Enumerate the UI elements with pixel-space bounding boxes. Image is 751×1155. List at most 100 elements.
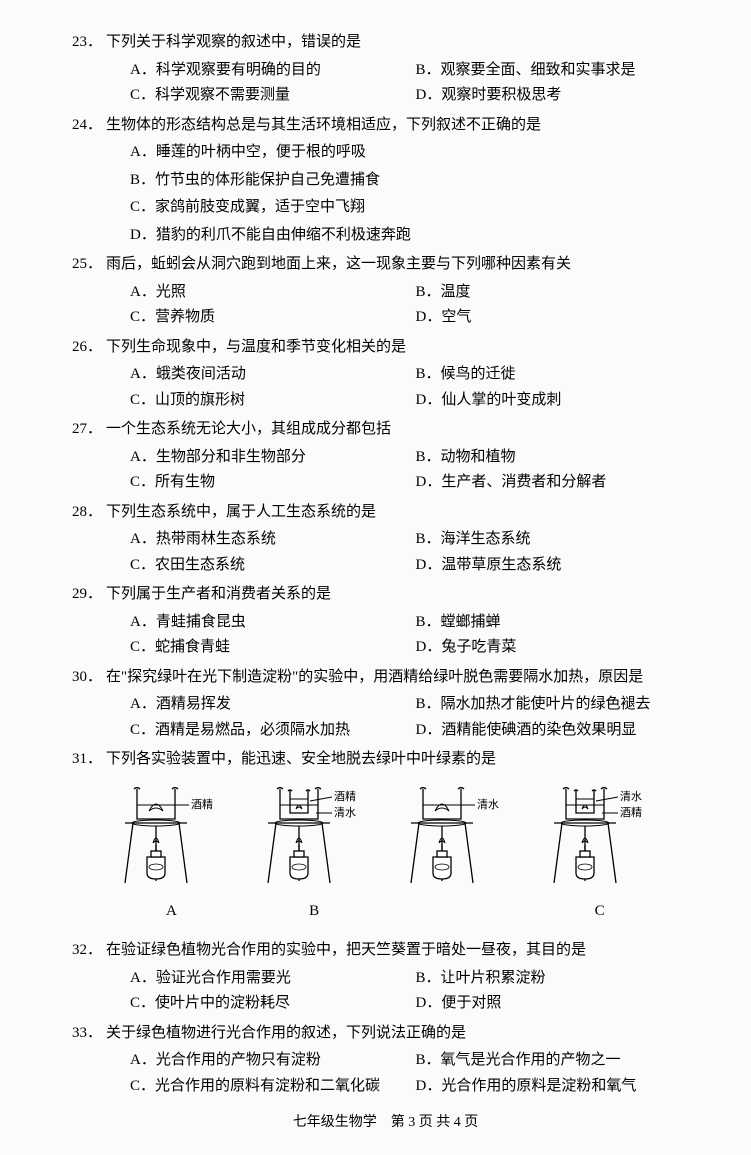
options: A．光合作用的产物只有淀粉 B．氧气是光合作用的产物之一 C．光合作用的原料有淀… bbox=[70, 1048, 701, 1099]
option-b: B．动物和植物 bbox=[416, 445, 702, 471]
question-text: 一个生态系统无论大小，其组成成分都包括 bbox=[106, 417, 701, 443]
option-c: C．使叶片中的淀粉耗尽 bbox=[130, 991, 416, 1017]
option-a: A．蛾类夜间活动 bbox=[130, 362, 416, 388]
question: 33．关于绿色植物进行光合作用的叙述，下列说法正确的是 A．光合作用的产物只有淀… bbox=[70, 1021, 701, 1100]
question-number: 30． bbox=[70, 665, 106, 691]
question-text: 在验证绿色植物光合作用的实验中，把天竺葵置于暗处一昼夜，其目的是 bbox=[106, 938, 701, 964]
options: A．睡莲的叶柄中空，便于根的呼吸B．竹节虫的体形能保护自己免遭捕食C．家鸽前肢变… bbox=[70, 140, 701, 248]
question: 31．下列各实验装置中，能迅速、安全地脱去绿叶中叶绿素的是 酒精 A bbox=[70, 747, 701, 934]
option-a: A．科学观察要有明确的目的 bbox=[130, 58, 416, 84]
option-a: A．青蛙捕食昆虫 bbox=[130, 610, 416, 636]
diagram-letter: B bbox=[254, 899, 374, 925]
diagram-row: 酒精 A 酒精 清水 B bbox=[70, 773, 701, 935]
question-number: 26． bbox=[70, 335, 106, 361]
option-b: B．海洋生态系统 bbox=[416, 527, 702, 553]
options: A．光照 B．温度 C．营养物质 D．空气 bbox=[70, 280, 701, 331]
option-c: C．营养物质 bbox=[130, 305, 416, 331]
apparatus-diagram: 酒精 A bbox=[111, 783, 231, 925]
option-b: B．观察要全面、细致和实事求是 bbox=[416, 58, 702, 84]
options: A．青蛙捕食昆虫 B．螳螂捕蝉 C．蛇捕食青蛙 D．兔子吃青菜 bbox=[70, 610, 701, 661]
question-number: 29． bbox=[70, 582, 106, 608]
option-a: A．光合作用的产物只有淀粉 bbox=[130, 1048, 416, 1074]
question-stem: 33．关于绿色植物进行光合作用的叙述，下列说法正确的是 bbox=[70, 1021, 701, 1047]
apparatus-diagram: 清水 bbox=[397, 783, 517, 925]
question-text: 雨后，蚯蚓会从洞穴跑到地面上来，这一现象主要与下列哪种因素有关 bbox=[106, 252, 701, 278]
question: 24．生物体的形态结构总是与其生活环境相适应，下列叙述不正确的是A．睡莲的叶柄中… bbox=[70, 113, 701, 249]
options: A．酒精易挥发 B．隔水加热才能使叶片的绿色褪去 C．酒精是易燃品，必须隔水加热… bbox=[70, 692, 701, 743]
apparatus-diagram: 清水 酒精 C bbox=[540, 783, 660, 925]
question-text: 关于绿色植物进行光合作用的叙述，下列说法正确的是 bbox=[106, 1021, 701, 1047]
diagram-letter: A bbox=[111, 899, 231, 925]
question-text: 下列各实验装置中，能迅速、安全地脱去绿叶中叶绿素的是 bbox=[106, 747, 701, 773]
question-number: 31． bbox=[70, 747, 106, 773]
option-b: B．温度 bbox=[416, 280, 702, 306]
option-d: D．光合作用的原料是淀粉和氧气 bbox=[416, 1074, 702, 1100]
question-stem: 32．在验证绿色植物光合作用的实验中，把天竺葵置于暗处一昼夜，其目的是 bbox=[70, 938, 701, 964]
question-stem: 23．下列关于科学观察的叙述中，错误的是 bbox=[70, 30, 701, 56]
option-c: C．所有生物 bbox=[130, 470, 416, 496]
option-c: C．光合作用的原料有淀粉和二氧化碳 bbox=[130, 1074, 416, 1100]
option-a: A．验证光合作用需要光 bbox=[130, 966, 416, 992]
question-text: 下列生命现象中，与温度和季节变化相关的是 bbox=[106, 335, 701, 361]
options: A．科学观察要有明确的目的 B．观察要全面、细致和实事求是 C．科学观察不需要测… bbox=[70, 58, 701, 109]
option-b: B．竹节虫的体形能保护自己免遭捕食 bbox=[130, 168, 701, 194]
option-c: C．科学观察不需要测量 bbox=[130, 83, 416, 109]
option-a: A．热带雨林生态系统 bbox=[130, 527, 416, 553]
option-c: C．酒精是易燃品，必须隔水加热 bbox=[130, 718, 416, 744]
option-b: B．让叶片积累淀粉 bbox=[416, 966, 702, 992]
option-d: D．仙人掌的叶变成刺 bbox=[416, 388, 702, 414]
question: 27．一个生态系统无论大小，其组成成分都包括 A．生物部分和非生物部分 B．动物… bbox=[70, 417, 701, 496]
question-stem: 28．下列生态系统中，属于人工生态系统的是 bbox=[70, 500, 701, 526]
question-stem: 26．下列生命现象中，与温度和季节变化相关的是 bbox=[70, 335, 701, 361]
question: 30．在"探究绿叶在光下制造淀粉"的实验中，用酒精给绿叶脱色需要隔水加热，原因是… bbox=[70, 665, 701, 744]
exam-page: 23．下列关于科学观察的叙述中，错误的是 A．科学观察要有明确的目的 B．观察要… bbox=[0, 0, 751, 1155]
svg-text:清水: 清水 bbox=[477, 798, 499, 811]
option-d: D．便于对照 bbox=[416, 991, 702, 1017]
options: A．热带雨林生态系统 B．海洋生态系统 C．农田生态系统 D．温带草原生态系统 bbox=[70, 527, 701, 578]
question-number: 27． bbox=[70, 417, 106, 443]
option-b: B．螳螂捕蝉 bbox=[416, 610, 702, 636]
option-a: A．生物部分和非生物部分 bbox=[130, 445, 416, 471]
option-b: B．隔水加热才能使叶片的绿色褪去 bbox=[416, 692, 702, 718]
question-text: 下列关于科学观察的叙述中，错误的是 bbox=[106, 30, 701, 56]
question-text: 下列生态系统中，属于人工生态系统的是 bbox=[106, 500, 701, 526]
question: 29．下列属于生产者和消费者关系的是 A．青蛙捕食昆虫 B．螳螂捕蝉 C．蛇捕食… bbox=[70, 582, 701, 661]
option-d: D．生产者、消费者和分解者 bbox=[416, 470, 702, 496]
option-b: B．氧气是光合作用的产物之一 bbox=[416, 1048, 702, 1074]
option-a: A．酒精易挥发 bbox=[130, 692, 416, 718]
option-c: C．蛇捕食青蛙 bbox=[130, 635, 416, 661]
option-d: D．观察时要积极思考 bbox=[416, 83, 702, 109]
question-stem: 27．一个生态系统无论大小，其组成成分都包括 bbox=[70, 417, 701, 443]
question-stem: 29．下列属于生产者和消费者关系的是 bbox=[70, 582, 701, 608]
option-c: C．农田生态系统 bbox=[130, 553, 416, 579]
question: 23．下列关于科学观察的叙述中，错误的是 A．科学观察要有明确的目的 B．观察要… bbox=[70, 30, 701, 109]
page-footer: 七年级生物学 第 3 页 共 4 页 bbox=[70, 1111, 701, 1135]
question: 32．在验证绿色植物光合作用的实验中，把天竺葵置于暗处一昼夜，其目的是 A．验证… bbox=[70, 938, 701, 1017]
question-number: 25． bbox=[70, 252, 106, 278]
question: 28．下列生态系统中，属于人工生态系统的是 A．热带雨林生态系统 B．海洋生态系… bbox=[70, 500, 701, 579]
question-number: 32． bbox=[70, 938, 106, 964]
option-c: C．家鸽前肢变成翼，适于空中飞翔 bbox=[130, 195, 701, 221]
svg-text:清水: 清水 bbox=[620, 790, 642, 803]
question-stem: 30．在"探究绿叶在光下制造淀粉"的实验中，用酒精给绿叶脱色需要隔水加热，原因是 bbox=[70, 665, 701, 691]
option-d: D．猎豹的利爪不能自由伸缩不利极速奔跑 bbox=[130, 223, 701, 249]
apparatus-diagram: 酒精 清水 B bbox=[254, 783, 374, 925]
option-a: A．睡莲的叶柄中空，便于根的呼吸 bbox=[130, 140, 701, 166]
option-d: D．兔子吃青菜 bbox=[416, 635, 702, 661]
question-number: 28． bbox=[70, 500, 106, 526]
options: A．蛾类夜间活动 B．候鸟的迁徙 C．山顶的旗形树 D．仙人掌的叶变成刺 bbox=[70, 362, 701, 413]
svg-text:酒精: 酒精 bbox=[620, 806, 642, 819]
question-stem: 24．生物体的形态结构总是与其生活环境相适应，下列叙述不正确的是 bbox=[70, 113, 701, 139]
svg-text:酒精: 酒精 bbox=[334, 790, 356, 803]
question-number: 23． bbox=[70, 30, 106, 56]
question-stem: 25．雨后，蚯蚓会从洞穴跑到地面上来，这一现象主要与下列哪种因素有关 bbox=[70, 252, 701, 278]
question-stem: 31．下列各实验装置中，能迅速、安全地脱去绿叶中叶绿素的是 bbox=[70, 747, 701, 773]
question-text: 生物体的形态结构总是与其生活环境相适应，下列叙述不正确的是 bbox=[106, 113, 701, 139]
question: 25．雨后，蚯蚓会从洞穴跑到地面上来，这一现象主要与下列哪种因素有关 A．光照 … bbox=[70, 252, 701, 331]
options: A．验证光合作用需要光 B．让叶片积累淀粉 C．使叶片中的淀粉耗尽 D．便于对照 bbox=[70, 966, 701, 1017]
diagram-letter: C bbox=[540, 899, 660, 925]
options: A．生物部分和非生物部分 B．动物和植物 C．所有生物 D．生产者、消费者和分解… bbox=[70, 445, 701, 496]
question: 26．下列生命现象中，与温度和季节变化相关的是 A．蛾类夜间活动 B．候鸟的迁徙… bbox=[70, 335, 701, 414]
option-d: D．酒精能使碘酒的染色效果明显 bbox=[416, 718, 702, 744]
option-d: D．温带草原生态系统 bbox=[416, 553, 702, 579]
